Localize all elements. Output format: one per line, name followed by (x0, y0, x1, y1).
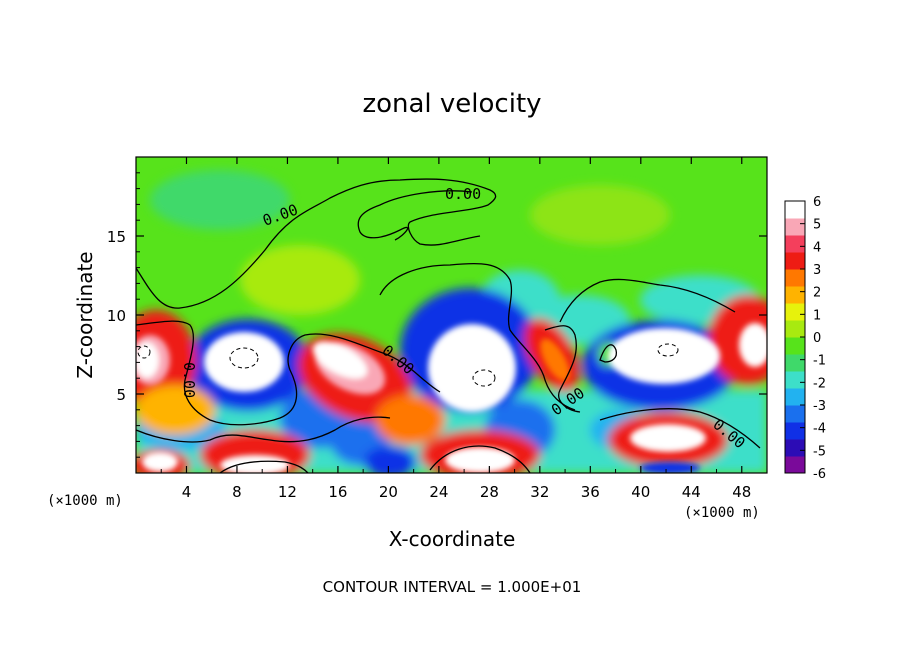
chart-title: zonal velocity (362, 89, 541, 119)
x-tick-label: 44 (682, 483, 701, 501)
colorbar-swatch (785, 439, 805, 457)
x-tick-label: 12 (278, 483, 297, 501)
colorbar-tick-label: 6 (813, 195, 821, 210)
colorbar-swatch (785, 337, 805, 355)
colorbar-tick-label: -2 (813, 376, 826, 391)
contour-interval: CONTOUR INTERVAL = 1.000E+01 (323, 578, 582, 596)
x-axis-unit-left: (×1000 m) (47, 493, 123, 509)
y-tick-label: 15 (107, 228, 126, 246)
heatmap-field (136, 157, 767, 473)
colorbar-swatch (785, 303, 805, 321)
contour-label: 0.00 (180, 362, 198, 398)
colorbar-tick-label: 2 (813, 286, 821, 301)
colorbar-tick-label: -4 (813, 422, 826, 437)
x-tick-label: 32 (530, 483, 549, 501)
colorbar-swatch (785, 422, 805, 440)
colorbar-tick-label: 0 (813, 331, 821, 346)
x-tick-label: 20 (379, 483, 398, 501)
contour-label: 0.00 (445, 185, 481, 203)
colorbar-tick-label: 4 (813, 240, 821, 255)
colorbar-tick-label: -1 (813, 354, 826, 369)
x-tick-label: 24 (429, 483, 448, 501)
colorbar-swatch (785, 286, 805, 304)
y-axis-label: Z-coordinate (73, 251, 97, 378)
x-tick-label: 8 (232, 483, 242, 501)
x-tick-label: 28 (480, 483, 499, 501)
colorbar-tick-label: 1 (813, 308, 821, 323)
colorbar-swatch (785, 354, 805, 372)
y-tick-label: 5 (116, 386, 126, 404)
colorbar-swatch (785, 235, 805, 253)
colorbar-tick-label: -5 (813, 444, 826, 459)
colorbar-swatch (785, 320, 805, 338)
colorbar-tick-label: 3 (813, 263, 821, 278)
x-tick-label: 36 (581, 483, 600, 501)
colorbar-swatch (785, 218, 805, 236)
colorbar: 6 5 4 3 2 1 0 -1 -2 -3 -4 -5 -6 (784, 195, 826, 482)
x-axis-ticks: 4 8 12 16 20 24 28 32 36 40 44 48 (160, 157, 751, 501)
colorbar-swatch (785, 405, 805, 423)
colorbar-swatch (785, 371, 805, 389)
x-tick-label: 4 (182, 483, 192, 501)
colorbar-tick-label: 5 (813, 218, 821, 233)
x-tick-label: 16 (328, 483, 347, 501)
colorbar-swatch (785, 269, 805, 287)
y-tick-label: 10 (107, 307, 126, 325)
x-tick-label: 48 (732, 483, 751, 501)
colorbar-swatch (785, 388, 805, 406)
y-axis-ticks: 5 10 15 (107, 172, 767, 458)
x-axis-label: X-coordinate (389, 527, 516, 551)
colorbar-tick-label: -6 (813, 467, 826, 482)
colorbar-swatch (785, 456, 805, 474)
colorbar-swatch (785, 252, 805, 270)
colorbar-tick-label: -3 (813, 399, 826, 414)
colorbar-swatch (785, 201, 805, 219)
x-axis-unit: (×1000 m) (684, 505, 760, 521)
zero-contours (136, 178, 761, 473)
x-tick-label: 40 (631, 483, 650, 501)
